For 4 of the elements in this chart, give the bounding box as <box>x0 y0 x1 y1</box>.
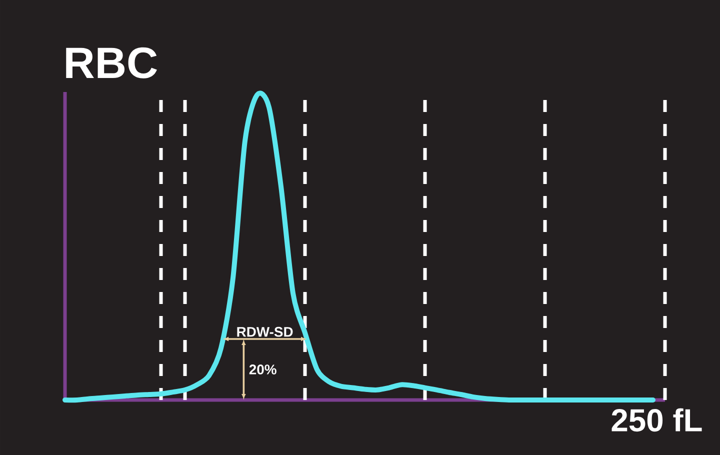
text: 250 fL <box>612 408 702 432</box>
annotation: RDW-SD <box>237 326 293 337</box>
annotation: 20% <box>249 364 276 374</box>
chart-title: RBC <box>66 47 157 78</box>
